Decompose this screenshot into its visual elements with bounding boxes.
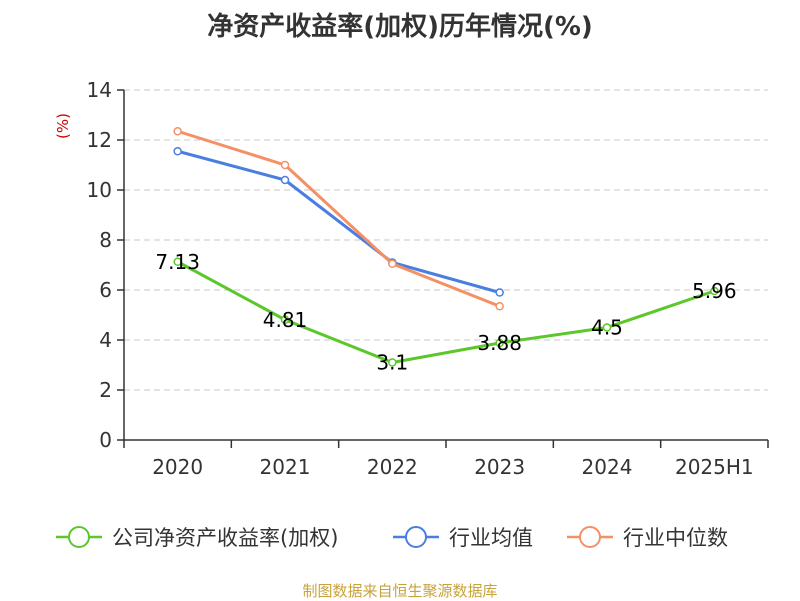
y-tick-label: 10 <box>87 178 112 202</box>
data-point <box>280 315 290 324</box>
data-label: 5.96 <box>692 279 737 303</box>
data-label: 3.88 <box>477 331 522 355</box>
y-axis-unit-label: (%) <box>54 113 72 139</box>
legend-item: 公司净资产收益率(加权) <box>56 526 338 550</box>
series-line-1 <box>177 149 501 294</box>
y-tick-label: 14 <box>87 78 112 102</box>
data-point <box>173 127 182 136</box>
legend-label: 行业均值 <box>449 526 533 550</box>
data-label: 3.1 <box>376 351 408 375</box>
data-point <box>495 288 504 297</box>
series-line-2 <box>177 129 501 308</box>
legend-swatch-marker <box>405 526 427 548</box>
y-tick-label: 6 <box>99 278 112 302</box>
data-point <box>710 286 719 296</box>
legend-swatch-marker <box>68 526 90 548</box>
data-label: 7.13 <box>155 250 200 274</box>
x-tick-label: 2025H1 <box>675 455 754 479</box>
data-point <box>280 175 290 185</box>
data-point <box>388 358 397 367</box>
x-tick-label: 2021 <box>260 455 311 479</box>
y-tick-label: 0 <box>99 428 112 452</box>
chart-title: 净资产收益率(加权)历年情况(%) <box>207 12 593 42</box>
series-line-0 <box>176 260 715 364</box>
y-tick-label: 4 <box>99 328 112 352</box>
axes: 0 2 4 6 8 10 12 14 2020 2021 2022 2023 2024 2025H1 <box>87 78 769 479</box>
x-tick-label: 2020 <box>152 455 203 479</box>
legend-label: 公司净资产收益率(加权) <box>112 526 338 550</box>
grid-lines <box>124 89 768 391</box>
legend-item: 行业中位数 <box>567 526 728 550</box>
y-tick-label: 12 <box>87 128 112 152</box>
series-lines <box>173 127 719 367</box>
data-point <box>388 259 397 268</box>
x-tick-label: 2022 <box>367 455 418 479</box>
data-point <box>495 338 504 348</box>
data-point <box>173 147 182 156</box>
data-point <box>495 302 504 311</box>
data-labels: 7.13 4.81 3.1 3.88 4.5 5.96 <box>155 250 736 375</box>
data-point <box>173 257 182 266</box>
data-point <box>280 160 290 170</box>
source-note: 制图数据来自恒生聚源数据库 <box>302 582 498 600</box>
y-tick-label: 8 <box>99 228 112 252</box>
data-label: 4.81 <box>263 308 308 332</box>
x-tick-label: 2023 <box>474 455 525 479</box>
y-tick-label: 2 <box>99 378 112 402</box>
data-point <box>602 323 612 332</box>
legend-item: 行业均值 <box>393 526 533 550</box>
legend: 公司净资产收益率(加权) 行业均值 行业中位数 <box>56 526 728 550</box>
x-tick-label: 2024 <box>582 455 633 479</box>
legend-label: 行业中位数 <box>623 526 728 550</box>
data-label: 4.5 <box>591 316 623 340</box>
legend-swatch-marker <box>579 526 601 548</box>
